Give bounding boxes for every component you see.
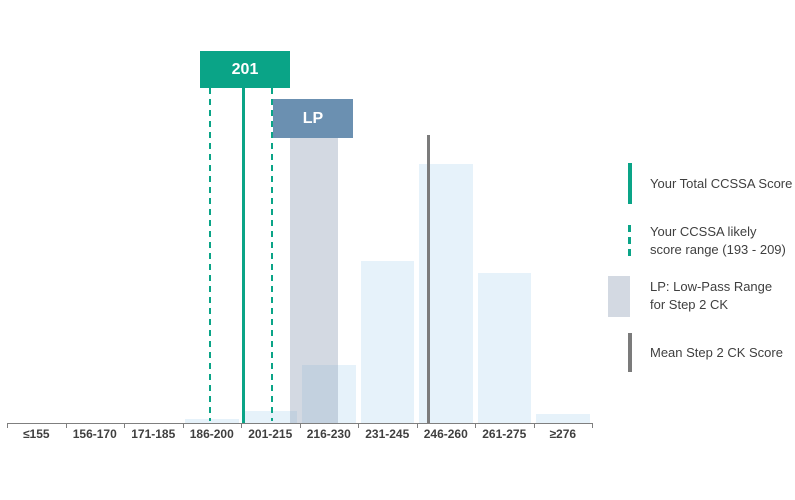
histogram-bar [185,419,239,423]
x-axis-tick [592,423,593,428]
legend-row-mean-score: Mean Step 2 CK Score [605,333,783,372]
lp-range-band [290,138,338,423]
legend-row-lp-range: LP: Low-Pass Range for Step 2 CK [605,275,772,317]
legend-label-lp-range: LP: Low-Pass Range for Step 2 CK [650,279,773,312]
lp-label-box: LP [273,99,353,138]
histogram-bar [302,364,356,423]
likely-range-line-high [271,88,274,421]
score-badge-label: 201 [231,60,259,78]
histogram-bar [477,273,531,423]
total-score-line [242,88,245,423]
x-axis-label: 231-245 [365,427,410,441]
legend-label-total-score: Your Total CCSSA Score [650,175,793,191]
lp-band-swatch [608,275,630,317]
histogram-bar [536,413,590,423]
legend-row-likely-range: Your CCSSA likely score range (193 - 209… [605,222,786,260]
score-badge: 201 [200,51,290,88]
x-axis-tick [299,423,301,428]
histogram-bar [243,411,297,423]
x-axis-tick [65,423,67,428]
x-axis-tick [241,423,242,428]
legend-label-mean-score: Mean Step 2 CK Score [650,344,783,360]
mean-gray-line-swatch [628,333,632,372]
x-axis-tick [7,423,8,428]
x-axis-label: 186-200 [189,427,234,441]
mean-step2ck-line [427,135,430,423]
dashed-green-line-swatch [628,225,631,257]
x-axis-tick [358,423,359,428]
legend-label-likely-range: Your CCSSA likely score range (193 - 209… [650,224,786,257]
x-axis-tick [182,423,184,428]
likely-range-line-low [208,88,211,421]
x-axis-label: 201-215 [248,427,293,441]
x-axis-label: 156-170 [72,427,117,441]
x-axis-tick [475,423,476,428]
legend-row-total-score: Your Total CCSSA Score [605,163,792,204]
x-axis-label: ≤155 [22,427,50,441]
x-axis-label: 261-275 [482,427,527,441]
x-axis-label: 246-260 [423,427,468,441]
lp-label: LP [302,109,324,127]
x-axis-tick [416,423,418,428]
x-axis-tick [533,423,535,428]
x-axis-label: 171-185 [131,427,176,441]
x-axis-tick [124,423,125,428]
solid-green-line-swatch [628,163,632,204]
x-axis-label: 216-230 [306,427,351,441]
histogram-bar [360,260,414,423]
x-axis-label: ≥276 [549,427,577,441]
